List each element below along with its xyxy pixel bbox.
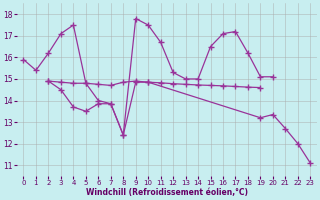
X-axis label: Windchill (Refroidissement éolien,°C): Windchill (Refroidissement éolien,°C): [86, 188, 248, 197]
